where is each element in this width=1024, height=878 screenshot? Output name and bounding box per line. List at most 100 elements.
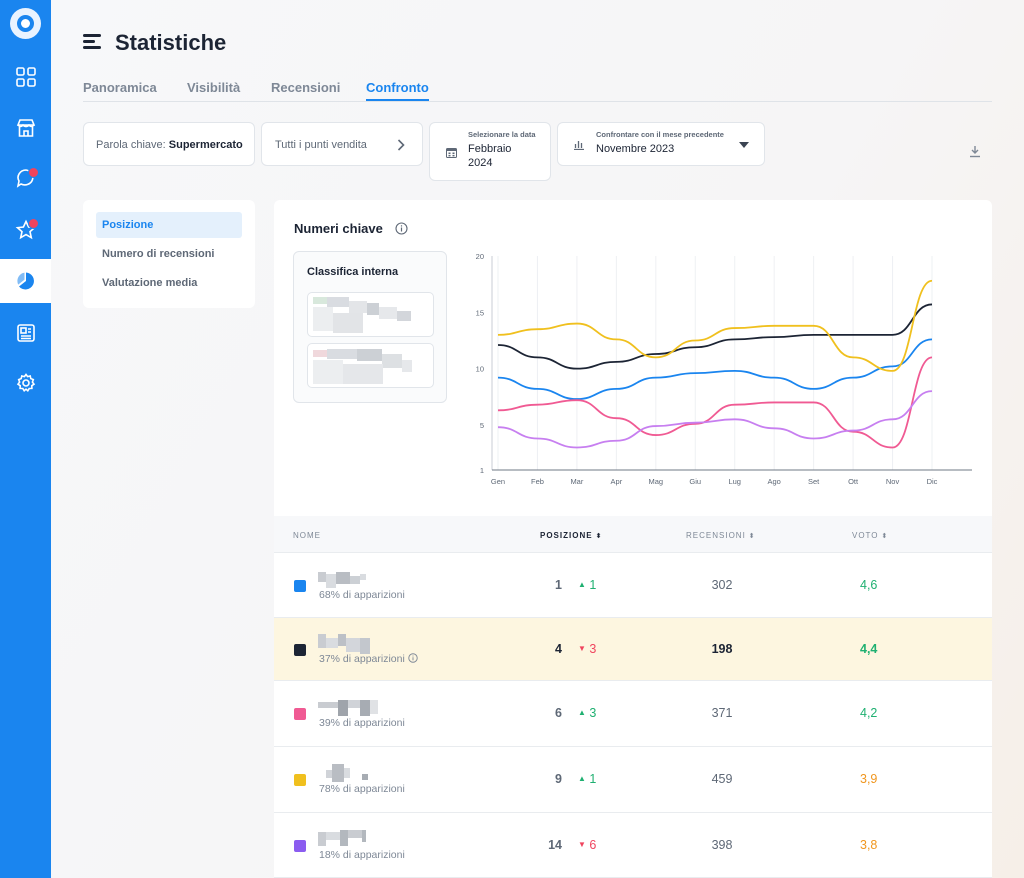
info-icon[interactable] [408,652,418,663]
menu-icon[interactable] [83,34,103,50]
reviews-value: 302 [711,577,733,592]
table-row[interactable]: 68% di apparizioni 1 ▲ 1 302 4,6 [274,553,992,618]
y-tick-label: 15 [476,308,484,317]
date-value-year: 2024 [468,157,493,169]
arrow-down-icon: ▼ [578,643,586,653]
competitor-name-redacted [317,566,377,588]
reviews-value: 198 [711,641,733,656]
series-line-2[interactable] [497,303,933,370]
statistics-icon[interactable] [0,259,51,303]
y-tick-label: 20 [476,252,484,261]
arrow-up-icon: ▲ [578,774,586,783]
series-color-swatch [294,774,306,786]
ranking-entry [307,292,434,337]
x-tick-label: Feb [531,477,544,486]
series-line-5[interactable] [497,390,933,449]
compare-value: Novembre 2023 [596,143,675,155]
keyword-filter[interactable]: Parola chiave: Supermercato [83,122,255,166]
series-color-swatch [294,839,306,852]
table-row[interactable]: 18% di apparizioni 14 ▼ 6 398 3,8 [274,813,992,878]
x-tick-label: Ott [848,477,859,486]
dashboard-icon[interactable] [0,55,51,99]
table-row[interactable]: 39% di apparizioni 6 ▲ 3 371 4,2 [274,681,992,747]
tab-visibilita[interactable]: Visibilità [187,80,241,95]
x-tick-label: Ago [768,477,781,486]
newspaper-icon[interactable] [0,311,51,355]
app-logo[interactable] [10,8,41,39]
keyword-label: Parola chiave: [96,139,166,151]
position-delta: ▲ 1 [578,577,597,592]
score-value: 3,9 [860,772,878,786]
appearance-rate: 68% di apparizioni [319,588,405,601]
x-tick-label: Nov [886,477,900,486]
tab-confronto[interactable]: Confronto [366,80,429,101]
series-line-1[interactable] [497,338,933,400]
chevron-right-icon [397,139,405,151]
position-value: 1 [555,577,562,592]
score-value: 4,6 [860,577,878,592]
menu-item-numero-recensioni[interactable]: Numero di recensioni [102,248,215,260]
y-tick-label: 10 [476,365,484,374]
position-value: 14 [548,837,562,852]
x-tick-label: Dic [927,477,938,486]
compare-dropdown[interactable]: Confrontare con il mese precedente Novem… [557,122,765,166]
store-filter[interactable]: Tutti i punti vendita [261,122,423,166]
menu-item-posizione[interactable]: Posizione [96,212,242,238]
ranking-entry [307,343,434,388]
y-tick-label: 5 [480,421,484,430]
bar-chart-icon [574,141,584,150]
metric-menu: Posizione Numero di recensioni Valutazio… [83,200,255,308]
table-row[interactable]: 37% di apparizioni 4 ▼ 3 198 4,4 [274,618,992,681]
chat-badge [28,167,39,178]
position-value: 9 [555,772,562,786]
card-title: Numeri chiave [294,221,383,236]
reviews-value: 398 [711,837,733,852]
arrow-down-icon: ▼ [578,839,586,849]
column-header-position[interactable]: POSIZIONE ⬍ [540,531,602,540]
column-header-score[interactable]: VOTO ⬍ [852,531,888,540]
chat-icon[interactable] [0,156,51,200]
star-icon[interactable] [0,208,51,252]
appearance-rate: 78% di apparizioni [319,783,405,795]
column-header-reviews[interactable]: RECENSIONI ⬍ [686,531,756,540]
position-delta: ▲ 1 [578,772,597,786]
info-icon[interactable] [395,222,408,235]
tab-panoramica[interactable]: Panoramica [83,80,157,95]
gear-icon[interactable] [0,361,51,405]
series-line-4[interactable] [497,356,933,449]
date-picker[interactable]: Selezionare la data Febbraio 2024 [429,122,551,181]
position-value: 4 [555,641,562,656]
arrow-up-icon: ▲ [578,579,586,589]
arrow-up-icon: ▲ [578,708,586,717]
score-value: 4,2 [860,706,878,720]
score-value: 4,4 [860,641,878,656]
compare-label: Confrontare con il mese precedente [596,130,724,139]
appearance-rate: 39% di apparizioni [319,717,405,729]
score-value: 3,8 [860,837,878,852]
position-header-label: POSIZIONE [540,531,593,540]
reviews-value: 459 [711,772,733,786]
store-filter-label: Tutti i punti vendita [275,139,367,151]
sort-icon: ⬍ [881,533,889,540]
y-tick-label: 1 [480,466,484,475]
page-title: Statistiche [115,30,227,55]
competitor-name-redacted [317,826,377,846]
table-row[interactable]: 78% di apparizioni 9 ▲ 1 459 3,9 [274,747,992,813]
tab-bar: Panoramica Visibilità Recensioni Confron… [83,80,992,102]
position-value: 6 [555,706,562,720]
keyword-value: Supermercato [168,139,243,151]
series-color-swatch [294,708,306,720]
x-tick-label: Mar [570,477,583,486]
competitor-name-redacted [317,630,377,654]
x-tick-label: Set [808,477,820,486]
download-icon[interactable] [968,144,982,158]
table-header: NOME POSIZIONE ⬍ RECENSIONI ⬍ VOTO ⬍ [274,516,992,553]
x-tick-label: Giu [689,477,701,486]
star-badge [28,218,39,229]
store-icon[interactable] [0,106,51,150]
position-delta: ▼ 6 [578,837,597,852]
column-header-name[interactable]: NOME [293,531,321,540]
menu-item-valutazione-media[interactable]: Valutazione media [102,277,198,289]
series-line-3[interactable] [497,279,933,372]
tab-recensioni[interactable]: Recensioni [271,80,341,95]
